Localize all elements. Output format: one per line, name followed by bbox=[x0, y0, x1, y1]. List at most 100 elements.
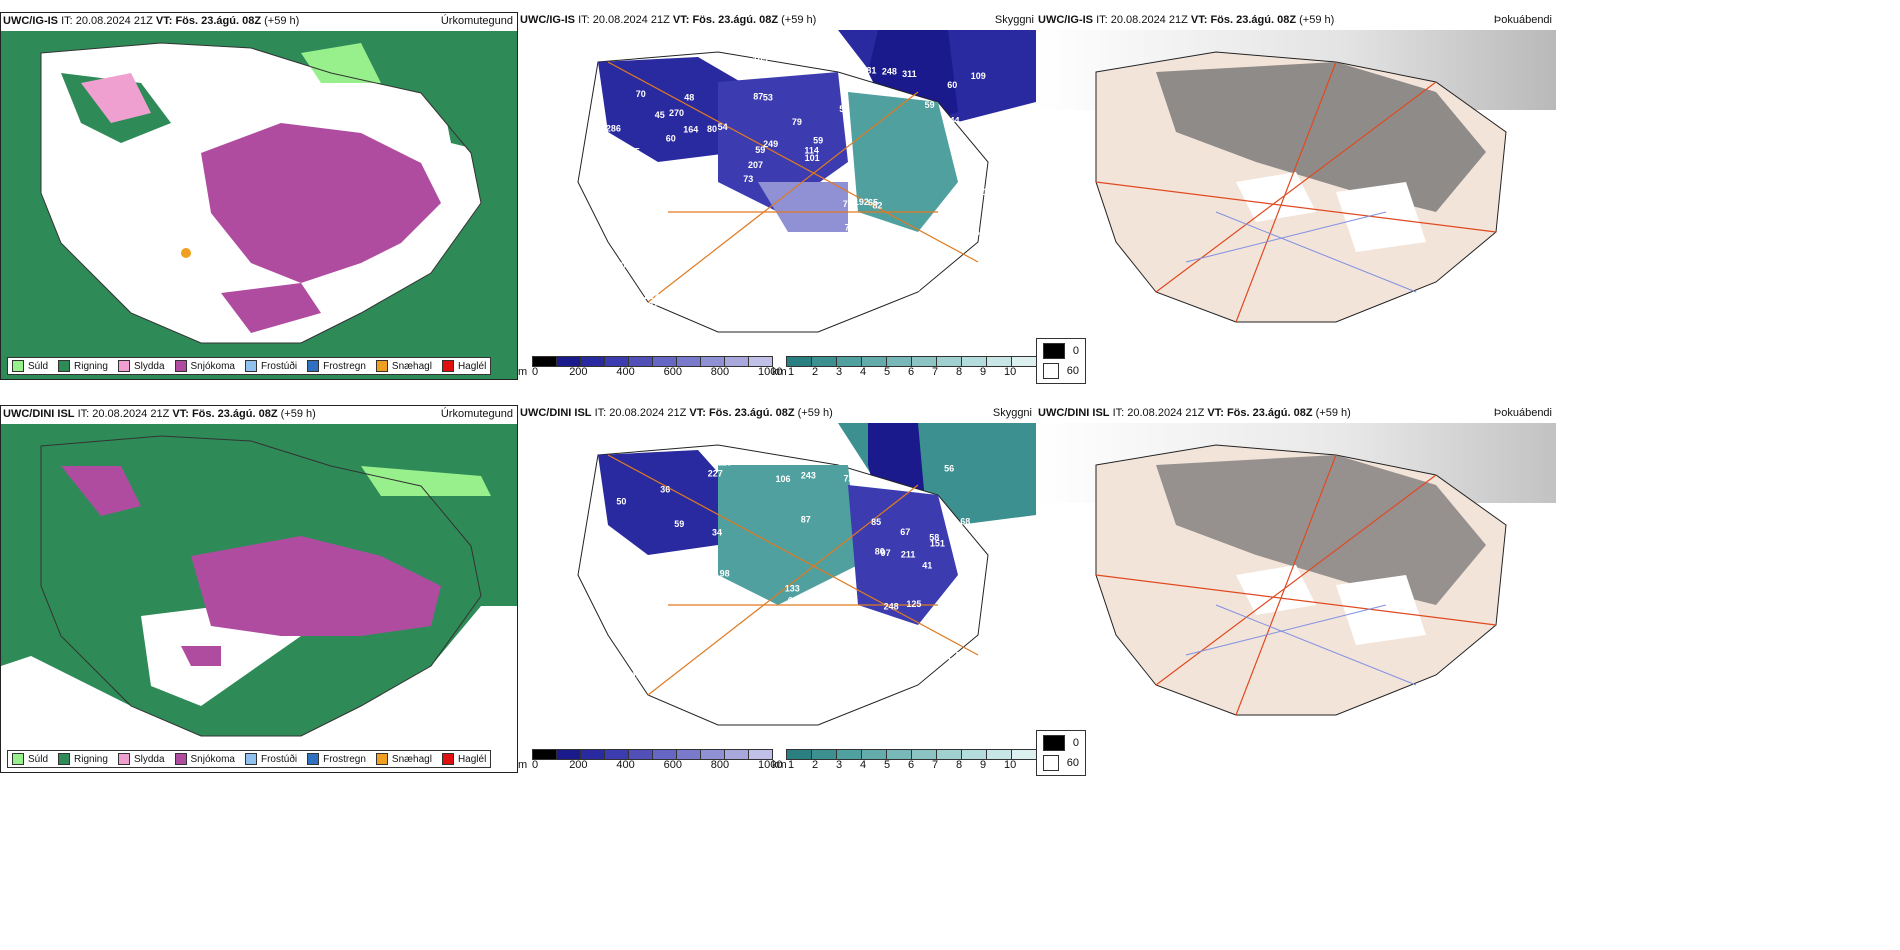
ceiling-value-label: 177 bbox=[669, 247, 684, 257]
ceiling-visibility-map-top: UWC/IG-IS IT: 20.08.2024 21Z VT: Fös. 23… bbox=[518, 12, 1036, 380]
ceiling-value-label: 94 bbox=[922, 639, 932, 649]
scale-tick-label: 0 bbox=[532, 759, 539, 771]
ceiling-value-label: 227 bbox=[708, 469, 723, 479]
ceiling-value-label: 192 bbox=[854, 197, 869, 207]
fog-map-canvas-bottom bbox=[1036, 423, 1556, 716]
ceiling-value-label: 292 bbox=[819, 54, 834, 64]
fog-header-top: UWC/IG-IS IT: 20.08.2024 21Z VT: Fös. 23… bbox=[1038, 14, 1335, 26]
ceiling-value-label: 73 bbox=[845, 223, 855, 233]
scale-swatch bbox=[532, 749, 556, 760]
ceiling-value-label: 164 bbox=[683, 124, 698, 134]
ceiling-value-label: 270 bbox=[669, 108, 684, 118]
scale-tick-label: 0 bbox=[532, 366, 539, 378]
fog-header-bottom: UWC/DINI ISL IT: 20.08.2024 21Z VT: Fös.… bbox=[1038, 407, 1351, 419]
ceiling-value-label: 105 bbox=[753, 54, 768, 64]
ceiling-value-label: 107 bbox=[712, 689, 727, 699]
scale-tick-label: 800 bbox=[710, 759, 730, 771]
ceiling-value-label: 45 bbox=[630, 147, 640, 157]
ceiling-value-label: 436 bbox=[688, 158, 703, 168]
scale-swatch bbox=[700, 356, 724, 367]
ceiling-scale-swatches bbox=[532, 356, 773, 367]
fog-map-bottom: UWC/DINI ISL IT: 20.08.2024 21Z VT: Fös.… bbox=[1036, 405, 1556, 730]
scale-tick-label: 6 bbox=[908, 759, 915, 771]
scale-tick-label: 4 bbox=[860, 366, 867, 378]
scale-swatch bbox=[986, 356, 1011, 367]
ceiling-value-labels-top: 9645607351758779675458465359827010593781… bbox=[606, 45, 992, 311]
ceiling-value-label: 82 bbox=[872, 201, 882, 211]
ceiling-value-label: 71 bbox=[615, 49, 625, 59]
ceiling-value-label: 87 bbox=[801, 515, 811, 525]
scale-swatch bbox=[580, 749, 604, 760]
scale-tick-label: 600 bbox=[663, 366, 682, 378]
legend-swatch bbox=[117, 753, 130, 765]
legend-item: Súld bbox=[12, 753, 48, 765]
scale-swatch bbox=[556, 356, 580, 367]
legend-swatch bbox=[441, 360, 454, 372]
legend-swatch bbox=[375, 753, 388, 765]
scale-tick-label: 600 bbox=[663, 759, 682, 771]
legend-swatch bbox=[174, 753, 187, 765]
scale-swatch bbox=[911, 356, 936, 367]
ceiling-header-top: UWC/IG-IS IT: 20.08.2024 21Z VT: Fös. 23… bbox=[520, 14, 817, 26]
legend-item: Rigning bbox=[58, 753, 108, 765]
ceiling-visibility-map-bottom: UWC/DINI ISL IT: 20.08.2024 21Z VT: Fös.… bbox=[518, 405, 1036, 773]
legend-item: Snjókoma bbox=[174, 753, 235, 765]
scale-tick-label: 5 bbox=[884, 759, 891, 771]
legend-item: Snæhagl bbox=[375, 360, 432, 372]
ceiling-value-label: 286 bbox=[606, 124, 621, 134]
precip-header-bottom: UWC/DINI ISL IT: 20.08.2024 21Z VT: Fös.… bbox=[3, 408, 316, 420]
ceiling-value-label: 207 bbox=[748, 160, 763, 170]
precip-map-canvas-bottom bbox=[1, 424, 517, 772]
scale-swatch bbox=[836, 749, 861, 760]
ceiling-value-label: 41 bbox=[922, 561, 932, 571]
legend-item: Frostúði bbox=[244, 753, 297, 765]
visibility-unit: km bbox=[772, 759, 787, 771]
ceiling-value-label: 248 bbox=[884, 601, 899, 611]
ceiling-value-label: 81 bbox=[627, 671, 637, 681]
scale-tick-label: 3 bbox=[836, 759, 843, 771]
scale-swatch bbox=[1011, 749, 1036, 760]
legend-item: Haglél bbox=[441, 360, 486, 372]
legend-swatch bbox=[12, 753, 24, 765]
ceiling-value-label: 144 bbox=[944, 116, 959, 126]
ceiling-value-label: 46 bbox=[745, 685, 755, 695]
legend-item: Frostregn bbox=[307, 753, 366, 765]
ceiling-value-label: 70 bbox=[886, 650, 896, 660]
ceiling-value-label: 34 bbox=[712, 528, 722, 538]
scale-swatch bbox=[724, 356, 748, 367]
scale-tick-label: 2 bbox=[812, 759, 819, 771]
ceiling-unit: m bbox=[518, 366, 528, 378]
ceiling-value-label: 99 bbox=[825, 452, 835, 462]
ceiling-value-label: 243 bbox=[801, 470, 816, 480]
ceiling-value-label: 46 bbox=[675, 261, 685, 271]
ceiling-value-label: 50 bbox=[616, 497, 626, 507]
ceiling-value-label: 253 bbox=[769, 45, 784, 55]
ceiling-value-label: 91 bbox=[648, 301, 658, 311]
scale-swatch bbox=[604, 749, 628, 760]
fog-map-top: UWC/IG-IS IT: 20.08.2024 21Z VT: Fös. 23… bbox=[1036, 12, 1556, 337]
ceiling-value-label: 78 bbox=[910, 283, 920, 293]
legend-item: Frostúði bbox=[244, 360, 297, 372]
ceiling-value-label: 48 bbox=[684, 93, 694, 103]
ceiling-value-label: 73 bbox=[743, 174, 753, 184]
fog-legend-bottom: 0 60 bbox=[1036, 730, 1086, 776]
scale-swatch bbox=[936, 356, 961, 367]
ceiling-value-label: 62 bbox=[788, 596, 798, 606]
ceiling-map-canvas-bottom: 94 68 58 87 81 118 58 78 56 59 66 50 41 46 41 36 79 227 15… bbox=[577, 423, 1036, 726]
scale-tick-label: 200 bbox=[569, 366, 588, 378]
fog-swatch bbox=[1043, 735, 1065, 751]
precip-title-bottom: Úrkomutegund bbox=[440, 408, 513, 420]
ceiling-value-label: 58 bbox=[614, 272, 624, 282]
scale-swatch bbox=[811, 356, 836, 367]
ceiling-value-label: 109 bbox=[971, 71, 986, 81]
legend-swatch bbox=[12, 360, 24, 372]
ceiling-value-label: 353 bbox=[651, 669, 666, 679]
ceiling-value-label: 58 bbox=[956, 651, 966, 661]
fog-swatch bbox=[1043, 343, 1065, 359]
ceiling-value-label: 295 bbox=[926, 685, 941, 695]
ceiling-value-label: 198 bbox=[715, 568, 730, 578]
visibility-scalebar-bottom: km 1 2 3 4 5 6 7 8 9 10 bbox=[772, 747, 1036, 773]
ceiling-value-label: 70 bbox=[636, 89, 646, 99]
ceiling-value-label: 203 bbox=[613, 297, 628, 307]
scale-swatch bbox=[652, 749, 676, 760]
